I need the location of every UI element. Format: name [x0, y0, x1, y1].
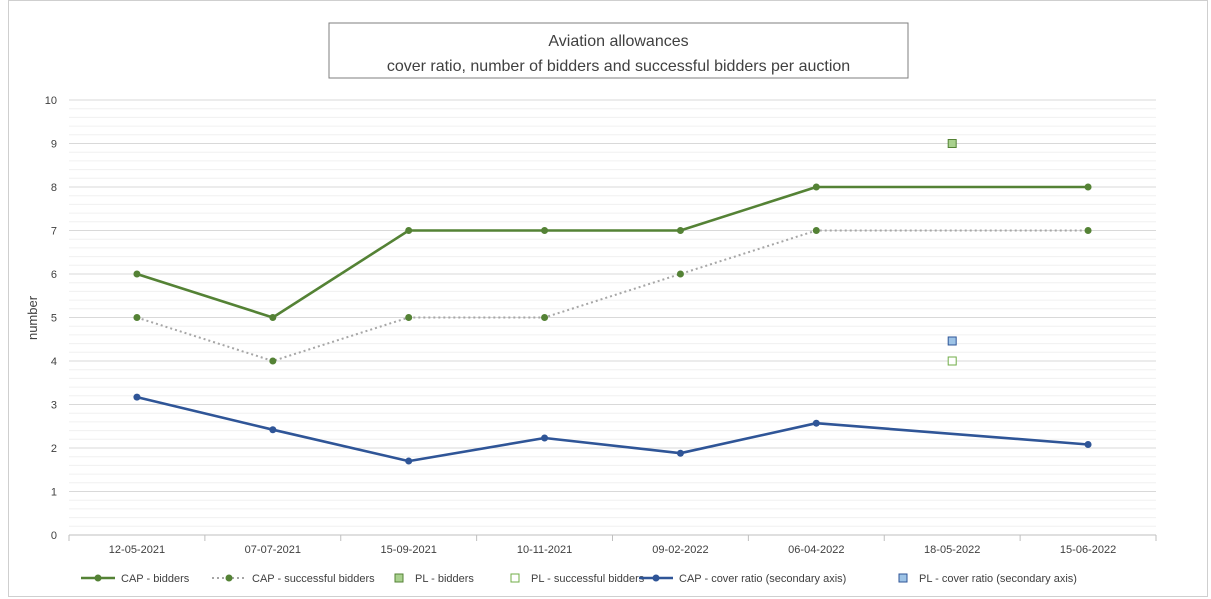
- data-point: [510, 573, 520, 583]
- y-tick-label: 0: [51, 530, 57, 542]
- data-point: [898, 573, 908, 583]
- data-point: [947, 336, 957, 346]
- x-tick-label: 15-06-2022: [1060, 544, 1116, 556]
- data-point: [541, 227, 549, 234]
- legend-entry: CAP - bidders: [81, 573, 190, 585]
- data-point: [676, 227, 684, 234]
- x-tick-label: 15-09-2021: [381, 544, 437, 556]
- y-tick-label: 5: [51, 313, 57, 325]
- gridlines: [69, 99, 1156, 536]
- data-point: [269, 314, 277, 321]
- data-point: [812, 183, 820, 191]
- legend-label: CAP - successful bidders: [252, 573, 375, 585]
- legend: CAP - bidders CAP - successful bidders PL …: [81, 573, 1077, 585]
- y-tick-label: 7: [51, 226, 57, 238]
- data-point: [676, 449, 684, 457]
- x-tick-label: 06-04-2022: [788, 544, 844, 556]
- series-line: [136, 185, 1089, 319]
- legend-entry: PL - successful bidders: [510, 573, 645, 585]
- series-cap-bidders: [133, 183, 1092, 321]
- y-tick-label: 10: [45, 95, 57, 107]
- y-tick-label: 2: [51, 443, 57, 455]
- chart-frame: Aviation allowances cover ratio, number …: [8, 0, 1208, 597]
- y-tick-label: 8: [51, 182, 57, 194]
- series: [133, 139, 1092, 465]
- legend-label: PL - bidders: [415, 573, 474, 585]
- chart-title-line-1: Aviation allowances: [548, 33, 688, 50]
- legend-label: CAP - bidders: [121, 573, 190, 585]
- data-point: [541, 434, 549, 442]
- data-point: [133, 314, 141, 321]
- title-box: [328, 22, 909, 79]
- data-point: [269, 426, 277, 434]
- series-line: [136, 229, 1089, 362]
- legend-label: PL - successful bidders: [531, 573, 645, 585]
- series-cap-successful-bidders: [133, 227, 1092, 365]
- y-tick-label: 9: [51, 139, 57, 151]
- y-tick-label: 4: [51, 356, 57, 368]
- x-tick-label: 18-05-2022: [924, 544, 980, 556]
- legend-entry: CAP - successful bidders: [212, 573, 375, 585]
- data-point: [812, 419, 820, 427]
- x-tick-label: 10-11-2021: [517, 544, 572, 556]
- data-point: [676, 270, 684, 278]
- data-point: [133, 270, 141, 278]
- data-point: [225, 574, 233, 582]
- x-tick-label: 07-07-2021: [245, 544, 301, 556]
- data-point: [541, 314, 549, 321]
- data-point: [405, 457, 413, 465]
- y-axis-label: number: [25, 295, 40, 340]
- data-point: [652, 574, 660, 582]
- axes: 0 1 2 3 4 5 6 7 8 9 10 12-05-2021 07-07-2021 15-09-20…: [45, 95, 1157, 556]
- data-point: [1084, 441, 1092, 449]
- data-point: [1084, 227, 1092, 234]
- data-point: [812, 227, 820, 234]
- line-chart: Aviation allowances cover ratio, number …: [25, 22, 1157, 585]
- legend-label: PL - cover ratio (secondary axis): [919, 573, 1077, 585]
- data-point: [94, 574, 102, 582]
- data-point: [405, 227, 413, 234]
- data-point: [405, 314, 413, 321]
- series-pl-bidders: [947, 139, 957, 148]
- series-line: [136, 395, 1089, 463]
- data-point: [947, 139, 957, 148]
- legend-entry: PL - bidders: [394, 573, 474, 585]
- y-tick-label: 6: [51, 269, 57, 281]
- legend-label: CAP - cover ratio (secondary axis): [679, 573, 846, 585]
- series-pl-cover-ratio-secondary-axis: [947, 336, 957, 346]
- legend-entry: PL - cover ratio (secondary axis): [898, 573, 1077, 585]
- legend-entry: CAP - cover ratio (secondary axis): [639, 573, 846, 585]
- x-tick-label: 12-05-2021: [109, 544, 165, 556]
- y-tick-label: 1: [51, 487, 57, 499]
- data-point: [394, 573, 404, 583]
- chart-title-line-2: cover ratio, number of bidders and succe…: [387, 58, 850, 75]
- data-point: [947, 356, 957, 366]
- data-point: [1084, 183, 1092, 191]
- data-point: [269, 357, 277, 365]
- y-tick-label: 3: [51, 400, 57, 412]
- series-cap-cover-ratio-secondary-axis: [133, 393, 1092, 465]
- x-tick-label: 09-02-2022: [652, 544, 708, 556]
- data-point: [133, 393, 141, 401]
- series-pl-successful-bidders: [947, 356, 957, 366]
